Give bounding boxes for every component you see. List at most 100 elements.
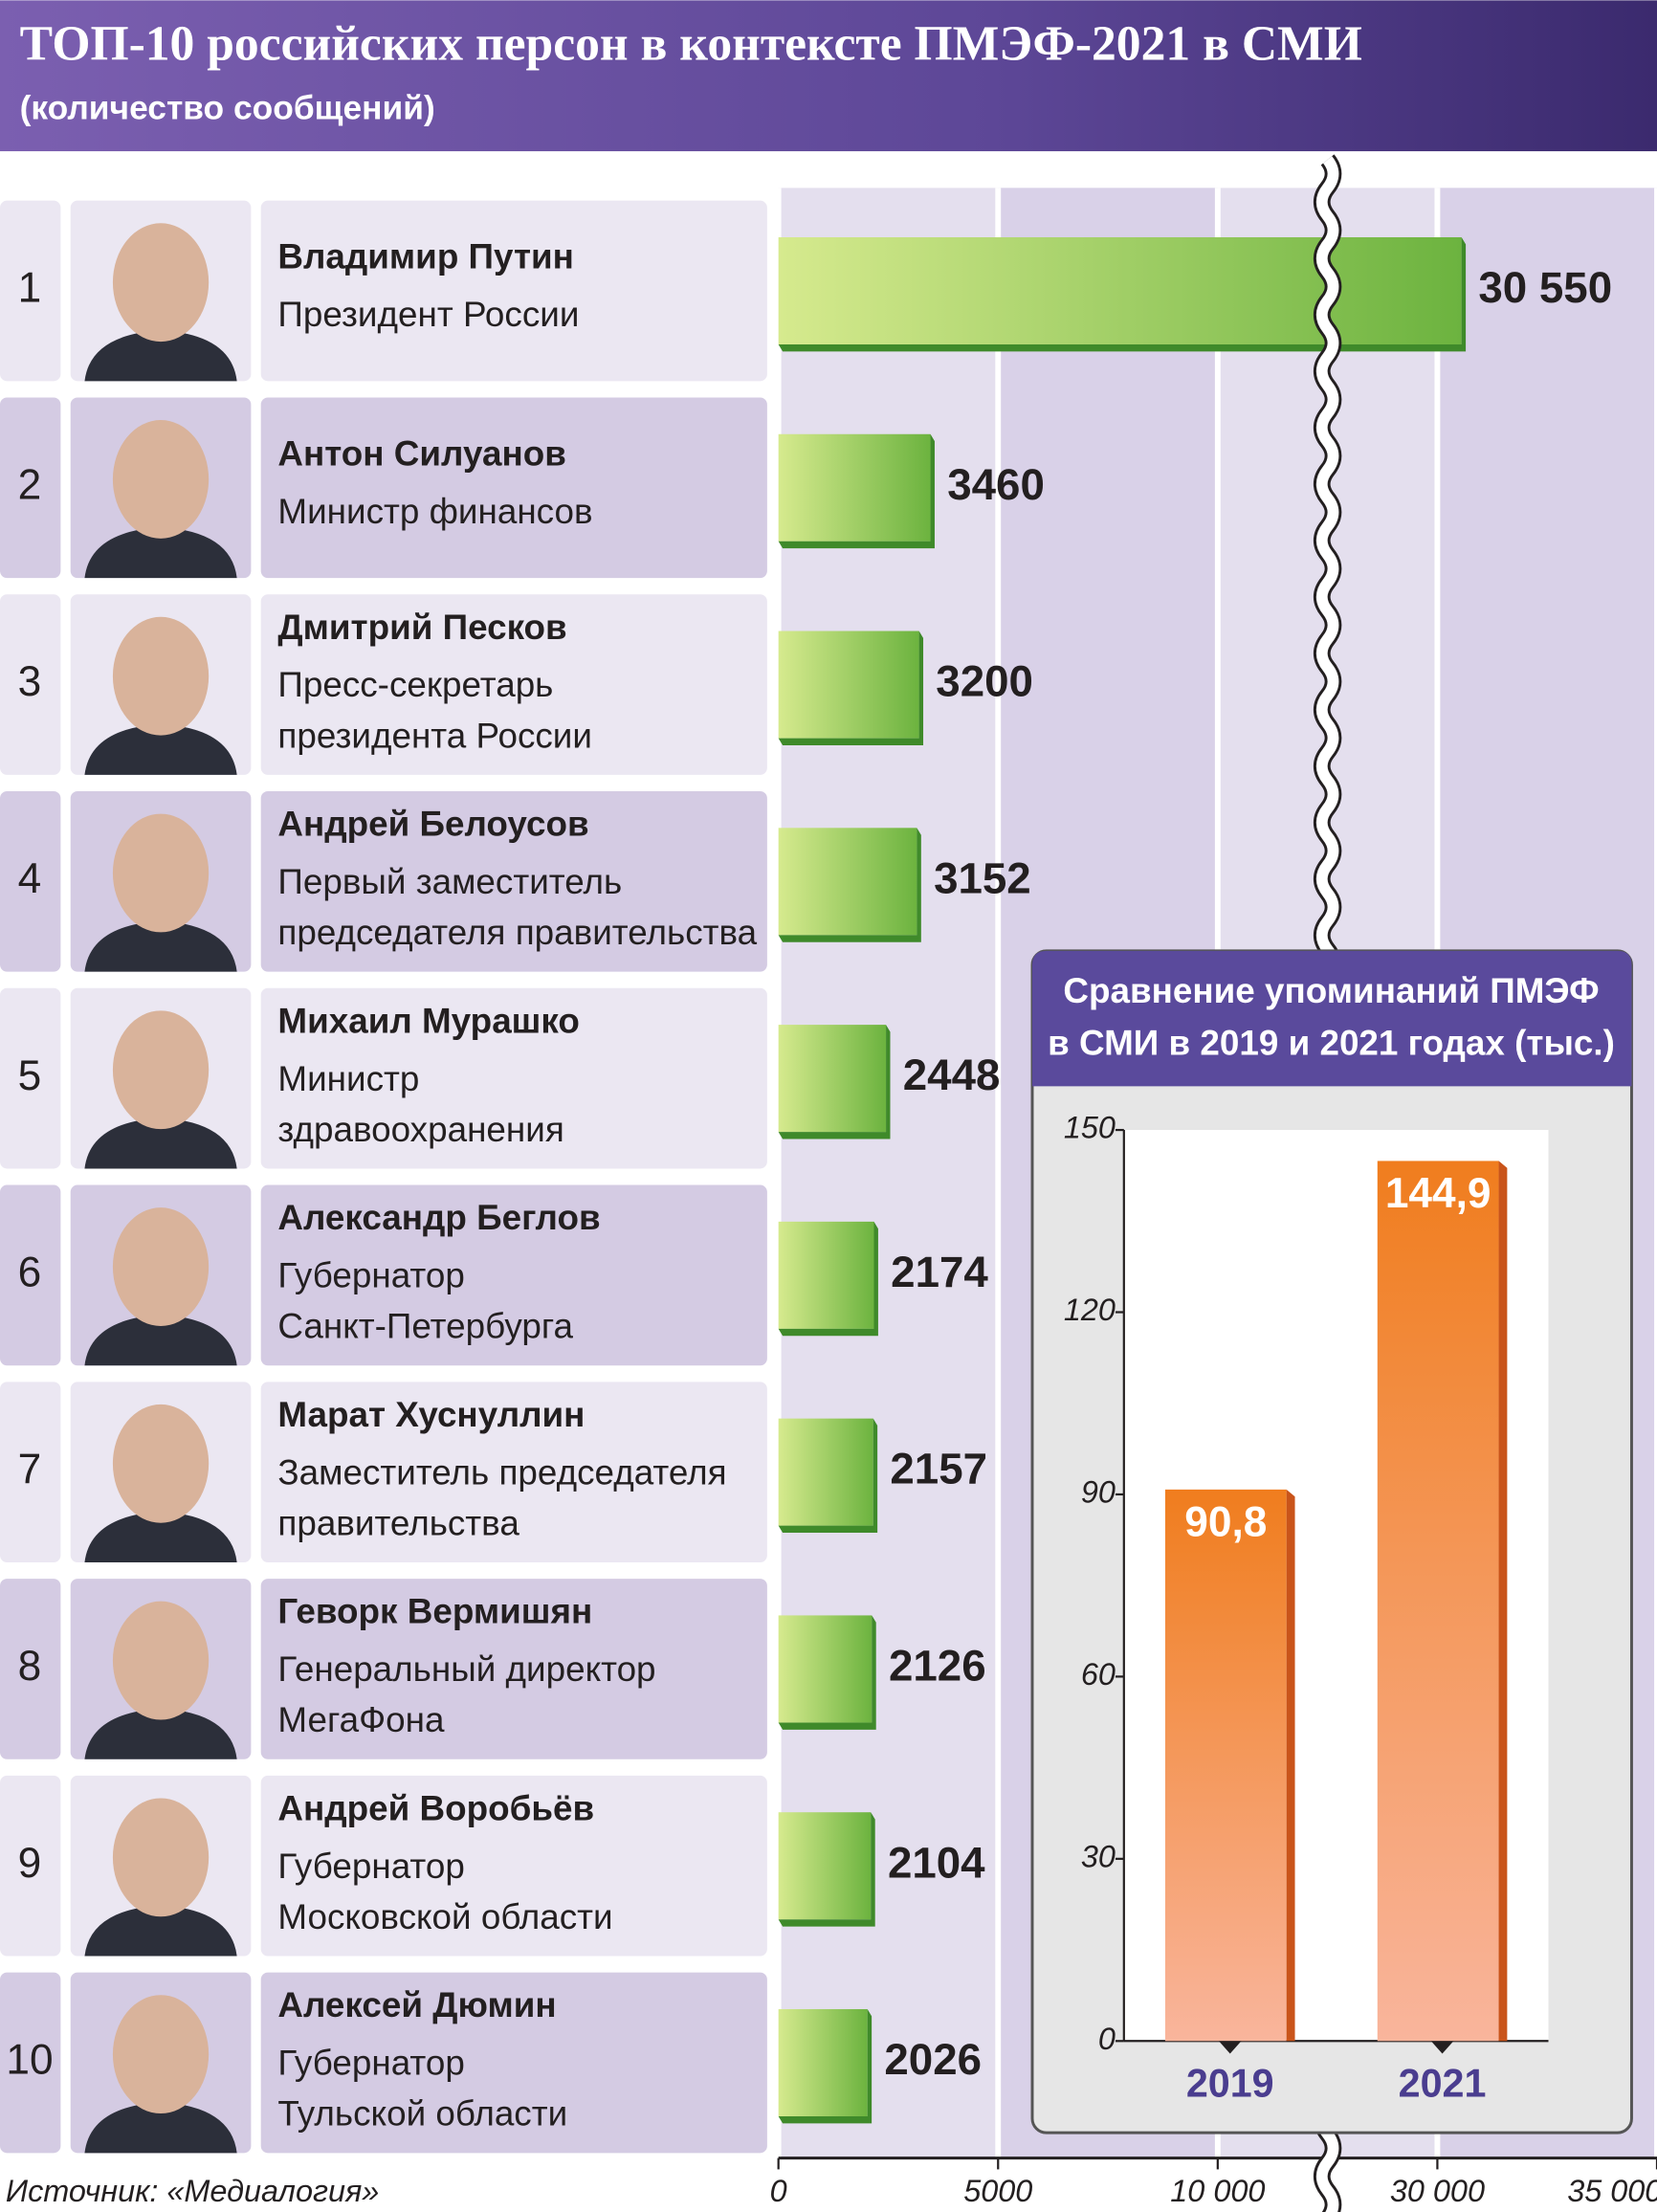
info-box: [260, 200, 767, 382]
x-tick-label: 10 000: [1170, 2174, 1265, 2208]
y-tick-label: 0: [1098, 2022, 1116, 2056]
x-tick-label: 5000: [963, 2174, 1032, 2208]
bar: [778, 433, 931, 542]
rank-box: [0, 397, 61, 579]
person-name: Владимир Путин: [277, 237, 574, 276]
value-label: 2157: [890, 1445, 987, 1493]
photo-head: [112, 1010, 210, 1130]
info-box: [260, 1382, 767, 1563]
photo-shoulders: [84, 920, 237, 972]
person-role: Губернатор: [277, 1847, 464, 1886]
rank-label: 3: [18, 658, 42, 705]
person-role: Заместитель председателя: [277, 1452, 726, 1492]
rank-label: 5: [18, 1052, 42, 1099]
info-box: [260, 987, 767, 1169]
x-tick-label: 2021: [1399, 2061, 1487, 2105]
value-label: 90,8: [1184, 1498, 1267, 1545]
bar: [778, 2008, 868, 2117]
photo-head: [112, 1404, 210, 1523]
photo-shoulders: [84, 1511, 237, 1563]
photo-head: [112, 1995, 210, 2114]
y-tick-label: 90: [1081, 1475, 1116, 1510]
info-box: [260, 790, 767, 972]
photo-shoulders: [84, 330, 237, 382]
person-role: Министр: [277, 1059, 419, 1098]
info-box: [260, 397, 767, 579]
bar: [778, 630, 919, 739]
chart-subtitle: (количество сообщений): [20, 90, 435, 127]
value-label: 2174: [891, 1248, 988, 1296]
inset-title: Сравнение упоминаний ПМЭФ: [1063, 971, 1599, 1010]
person-role: председателя правительства: [277, 913, 757, 952]
photo-shoulders: [84, 1117, 237, 1169]
person-role: Первый заместитель: [277, 862, 622, 901]
bar: [778, 1615, 873, 1723]
photo-shoulders: [84, 2102, 237, 2154]
photo-head: [112, 1207, 210, 1326]
person-name: Михаил Мурашко: [277, 1001, 579, 1040]
photo-head: [112, 1601, 210, 1720]
person-name: Дмитрий Песков: [277, 608, 566, 647]
person-name: Андрей Воробьёв: [277, 1788, 594, 1827]
bar: [778, 1025, 887, 1133]
y-tick-label: 60: [1081, 1657, 1116, 1692]
header-band: [0, 0, 1657, 152]
value-label: 3460: [947, 460, 1045, 509]
bar: [778, 1418, 873, 1526]
person-name: Александр Беглов: [277, 1198, 600, 1237]
rank-label: 2: [18, 461, 42, 508]
rank-label: 9: [18, 1840, 42, 1887]
photo-shoulders: [84, 527, 237, 579]
rank-box: [0, 200, 61, 382]
person-role: МегаФона: [277, 1700, 445, 1739]
person-role: правительства: [277, 1503, 519, 1542]
rank-label: 10: [6, 2037, 53, 2084]
x-tick-label: 2019: [1186, 2061, 1274, 2105]
person-name: Андрей Белоусов: [277, 805, 588, 844]
rank-label: 1: [18, 265, 42, 312]
photo-head: [112, 616, 210, 736]
person-name: Антон Силуанов: [277, 433, 566, 473]
x-tick-label: 30 000: [1390, 2174, 1485, 2208]
category-marker: [1218, 2041, 1242, 2054]
category-marker: [1430, 2041, 1454, 2054]
bar: [1164, 1489, 1287, 2042]
rank-label: 4: [18, 855, 42, 902]
rank-box: [0, 1775, 61, 1957]
bar: [778, 1812, 872, 1920]
photo-head: [112, 223, 210, 343]
person-role: Тульской области: [277, 2094, 567, 2134]
rank-box: [0, 1972, 61, 2154]
rank-label: 6: [18, 1250, 42, 1296]
bar: [778, 828, 917, 936]
y-tick-label: 30: [1081, 1839, 1116, 1873]
chart-title: ТОП-10 российских персон в контексте ПМЭ…: [20, 16, 1362, 71]
source-note: Источник: «Медиалогия»: [6, 2174, 379, 2208]
person-name: Геворк Вермишян: [277, 1592, 592, 1631]
bar-edge: [1498, 1161, 1508, 2042]
info-box: [260, 594, 767, 775]
bar-edge: [1286, 1489, 1295, 2042]
rank-label: 7: [18, 1446, 42, 1493]
info-box: [260, 1579, 767, 1759]
photo-head: [112, 813, 210, 933]
x-tick-label: 0: [770, 2174, 787, 2208]
rank-box: [0, 790, 61, 972]
photo-head: [112, 1798, 210, 1917]
bar: [778, 1221, 874, 1329]
bar: [778, 236, 1462, 345]
rank-box: [0, 987, 61, 1169]
info-box: [260, 1184, 767, 1366]
person-role: Московской области: [277, 1897, 612, 1936]
bar: [1377, 1161, 1499, 2042]
rank-box: [0, 594, 61, 775]
value-label: 2448: [903, 1051, 1001, 1099]
inset-title: в СМИ в 2019 и 2021 годах (тыс.): [1048, 1023, 1615, 1062]
person-role: Пресс-секретарь: [277, 665, 553, 704]
person-role: Губернатор: [277, 1256, 464, 1295]
value-label: 30 550: [1478, 263, 1612, 312]
value-label: 3200: [936, 657, 1033, 706]
person-role: Санкт-Петербурга: [277, 1307, 573, 1346]
rank-box: [0, 1579, 61, 1759]
value-label: 2126: [889, 1642, 986, 1691]
